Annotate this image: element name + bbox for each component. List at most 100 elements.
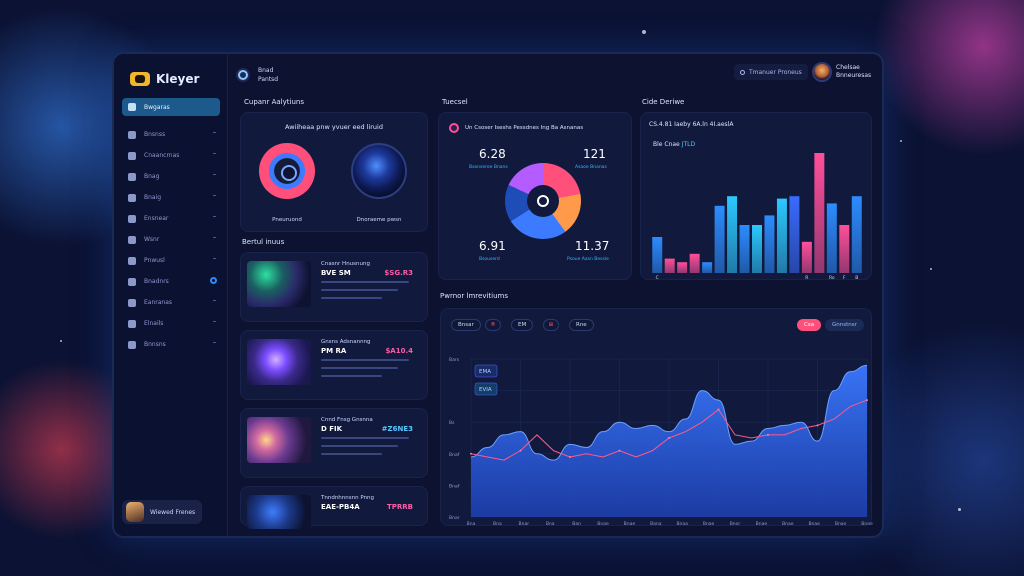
sidebar-profile[interactable]: Wiewed Frenes	[122, 500, 202, 524]
sidebar-item-8[interactable]: Bnadnrs	[122, 271, 220, 292]
sidebar-item-10[interactable]: Elnails	[122, 313, 220, 334]
sidebar-item-label: Wsnr	[144, 236, 160, 243]
chart-tool-icon[interactable]: ⊞	[543, 319, 559, 331]
media-description	[321, 281, 417, 305]
sidebar-item-5[interactable]: Ensnear	[122, 208, 220, 229]
x-tick-label: Ro	[829, 275, 835, 281]
dashboard-icon	[128, 103, 136, 111]
media-subtitle: Cnnd Fnsg Gnsnna	[321, 417, 373, 423]
sidebar-item-6[interactable]: Wsnr	[122, 229, 220, 250]
sidebar-item-1[interactable]: Bnsnss	[122, 124, 220, 145]
media-card[interactable]: Gnsns Adsnannng PM RA $A10.4	[240, 330, 428, 400]
bar	[776, 198, 787, 273]
sidebar-item-11[interactable]: Bnnsns	[122, 334, 220, 355]
stat-value: 121	[583, 147, 606, 161]
profile-name: Wiewed Frenes	[150, 508, 196, 516]
media-section-title: Bertul inuus	[242, 238, 285, 246]
x-tick-label: Bnae	[782, 521, 794, 527]
refresh-icon[interactable]	[236, 68, 250, 82]
sidebar-item-label: Elnails	[144, 320, 164, 327]
grid-icon	[128, 193, 136, 202]
chart-toolbar-button[interactable]: Bnsar	[451, 319, 481, 331]
media-card[interactable]: Cnasnr Hnusnung BVE SM $SG.R3	[240, 252, 428, 322]
sidebar-item-dashboard[interactable]: Bwgaras	[122, 98, 220, 116]
search-label: Tmanuer Proneus	[749, 68, 802, 76]
chevron-icon	[213, 216, 216, 217]
compact-analytics-title: Cupanr Aalytiuns	[244, 98, 304, 106]
stat-value: 6.91	[479, 239, 506, 253]
user-menu[interactable]: Chelsae Bnneuresas	[812, 62, 871, 82]
settings-icon	[128, 340, 136, 349]
x-tick-label: Bnae	[835, 521, 847, 527]
tweets-header-text: Un Csoser Iseshs Pessdnes Ing Ba Asnanas	[465, 125, 584, 131]
background-sparkle	[930, 268, 932, 270]
media-subtitle: Cnasnr Hnusnung	[321, 261, 370, 267]
tool-icon	[128, 319, 136, 328]
media-card[interactable]: Cnnd Fnsg Gnsnna D FIK #Z6NE3	[240, 408, 428, 478]
media-title: BVE SM	[321, 269, 351, 277]
bar	[801, 241, 812, 273]
bar-stat-line: CS.4.81 Iaeby 6A.ln 4I.aeslA	[649, 121, 734, 128]
media-subtitle: Tnndnhnnsnn Pnng	[321, 495, 375, 501]
overlay-point	[816, 424, 819, 427]
brand[interactable]: Kleyer	[130, 72, 199, 86]
pencil-icon	[128, 298, 136, 307]
bar-legend: Ble Cnae JTLD	[653, 141, 695, 148]
media-card[interactable]: Tnndnhnnsnn Pnng EAE-PB4A TPRRB	[240, 486, 428, 529]
breadcrumb: Bnad Pantsd	[236, 66, 278, 84]
folder-icon	[128, 151, 136, 160]
tweets-card: Un Csoser Iseshs Pessdnes Ing Ba Asnanas…	[438, 112, 632, 280]
search-button[interactable]: Tmanuer Proneus	[734, 64, 808, 80]
media-price: TPRRB	[386, 503, 413, 511]
overlay-point	[866, 399, 868, 402]
sidebar-item-3[interactable]: Bnag	[122, 166, 220, 187]
sidebar-item-4[interactable]: Bnaig	[122, 187, 220, 208]
user-line2: Bnneuresas	[836, 72, 872, 79]
tweets-header: Un Csoser Iseshs Pessdnes Ing Ba Asnanas	[449, 123, 583, 133]
x-tick-label: Bnaa	[676, 521, 688, 527]
person-icon	[128, 130, 136, 139]
background-sparkle	[900, 140, 902, 142]
media-price: #Z6NE3	[381, 425, 413, 433]
bar-chart-card: CS.4.81 Iaeby 6A.ln 4I.aeslA Ble Cnae JT…	[640, 112, 872, 281]
bar	[664, 258, 675, 273]
toggle-on-button[interactable]: Csa	[797, 319, 822, 331]
bar	[752, 225, 762, 273]
x-tick-label: Ban	[572, 521, 581, 527]
globe-icon	[128, 235, 136, 244]
overlay-point	[668, 437, 670, 439]
bar	[826, 203, 837, 273]
bar	[789, 196, 800, 273]
overlay-point	[767, 433, 769, 436]
media-title: D FIK	[321, 425, 343, 433]
image-icon	[128, 256, 136, 265]
bar	[714, 205, 725, 273]
logo-icon	[537, 195, 549, 207]
donut-center	[527, 185, 559, 217]
user-avatar	[812, 62, 832, 82]
area-series-line	[470, 364, 868, 461]
app-name: Kleyer	[156, 72, 200, 86]
media-price: $A10.4	[385, 347, 413, 355]
bar	[851, 196, 862, 273]
chart-tool-icon[interactable]: ®	[485, 319, 501, 331]
sidebar-item-2[interactable]: Cnaancrnas	[122, 145, 220, 166]
breadcrumb-line1: Bnad	[258, 67, 274, 74]
media-title: PM RA	[321, 347, 347, 355]
overlay-point	[717, 408, 720, 411]
chart-toolbar-button[interactable]: Rne	[569, 319, 594, 331]
bar	[702, 262, 713, 273]
legend-label: EMA	[479, 369, 491, 375]
toggle-off-button[interactable]: Gnnstnsr	[825, 319, 864, 331]
sidebar-item-9[interactable]: Eanranas	[122, 292, 220, 313]
media-title: EAE-PB4A	[321, 503, 360, 511]
sidebar-item-7[interactable]: Pnwusl	[122, 250, 220, 271]
area-chart: Bars Bs Bnaf Bnaf Bnar EMA EVIA Bna Bna Bnar Bna Ba…	[449, 357, 873, 527]
chart-toolbar-button[interactable]: EM	[511, 319, 534, 331]
thumbnail-image	[247, 339, 311, 385]
background-sparkle	[958, 508, 961, 511]
sidebar-item-label: Ensnear	[144, 215, 169, 222]
bar	[839, 225, 850, 273]
x-tick-label: B	[855, 275, 858, 281]
chart-icon	[128, 214, 136, 223]
